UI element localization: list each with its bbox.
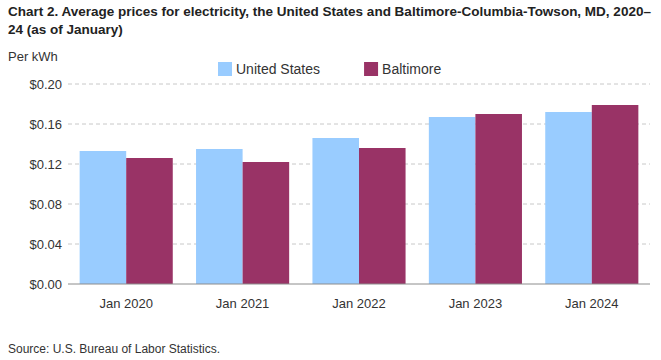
y-tick-label: $0.16 <box>29 117 62 132</box>
bar <box>475 114 522 284</box>
y-tick-label: $0.08 <box>29 197 62 212</box>
y-tick-label: $0.00 <box>29 277 62 292</box>
x-tick-label: Jan 2021 <box>216 296 270 311</box>
bar <box>359 148 406 284</box>
y-tick-label: $0.12 <box>29 157 62 172</box>
bar <box>545 112 592 284</box>
legend-swatch <box>218 62 232 76</box>
x-tick-label: Jan 2022 <box>332 296 386 311</box>
bar <box>243 162 290 284</box>
legend-swatch <box>364 62 378 76</box>
y-tick-label: $0.04 <box>29 237 62 252</box>
x-tick-label: Jan 2024 <box>565 296 619 311</box>
bars <box>80 105 639 284</box>
bar <box>429 117 476 284</box>
legend-label: United States <box>236 61 320 77</box>
y-axis-label: Per kWh <box>8 49 58 64</box>
source-note: Source: U.S. Bureau of Labor Statistics. <box>8 342 220 356</box>
bar <box>312 138 359 284</box>
bar <box>196 149 243 284</box>
x-tick-label: Jan 2020 <box>99 296 153 311</box>
bar <box>126 158 173 284</box>
legend-label: Baltimore <box>382 61 441 77</box>
legend: United States Baltimore <box>218 61 441 77</box>
y-tick-label: $0.20 <box>29 77 62 92</box>
x-axis-line <box>68 284 650 285</box>
grid-line <box>68 84 650 85</box>
bar <box>592 105 639 284</box>
x-tick-label: Jan 2023 <box>449 296 503 311</box>
chart-title: Chart 2. Average prices for electricity,… <box>8 3 658 39</box>
bar <box>80 151 127 284</box>
